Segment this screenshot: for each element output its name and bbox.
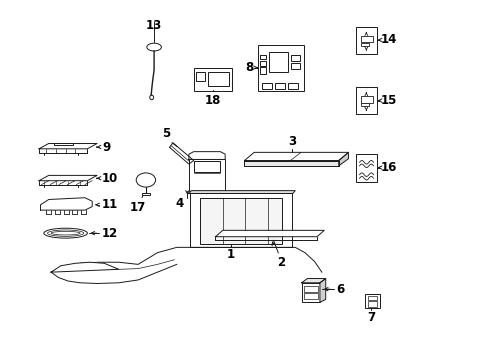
Bar [260, 61, 265, 66]
Polygon shape [188, 191, 295, 193]
Polygon shape [319, 279, 325, 302]
Text: 18: 18 [204, 94, 221, 107]
Text: 1: 1 [226, 248, 235, 261]
Bar [193, 161, 220, 172]
Ellipse shape [146, 43, 161, 51]
Text: 13: 13 [146, 19, 162, 32]
Bar [355, 154, 377, 182]
Bar [367, 296, 377, 300]
Text: 15: 15 [380, 94, 396, 107]
Polygon shape [39, 175, 97, 181]
Bar [208, 72, 228, 86]
Bar [290, 63, 299, 69]
Bar [360, 43, 368, 46]
Polygon shape [301, 279, 325, 283]
Bar [355, 87, 377, 114]
Bar [260, 55, 265, 59]
Text: 2: 2 [276, 256, 284, 269]
Polygon shape [51, 262, 119, 272]
Bar [360, 103, 368, 106]
Text: 7: 7 [366, 311, 374, 324]
Text: 10: 10 [102, 172, 118, 185]
Bar [196, 72, 204, 81]
Text: 12: 12 [102, 227, 118, 240]
Bar [367, 301, 377, 306]
Text: 4: 4 [175, 197, 183, 210]
Bar [304, 286, 317, 292]
Polygon shape [215, 230, 324, 237]
Bar [262, 83, 271, 89]
Bar [258, 45, 304, 91]
Polygon shape [338, 152, 348, 166]
Bar [190, 193, 291, 247]
Circle shape [197, 70, 203, 75]
Polygon shape [41, 198, 92, 210]
Text: 14: 14 [380, 33, 396, 46]
Bar [360, 96, 372, 103]
Bar [360, 36, 372, 42]
Bar [268, 53, 287, 72]
Bar [365, 294, 379, 308]
Bar [301, 283, 319, 302]
Polygon shape [39, 144, 97, 149]
Text: 6: 6 [336, 283, 344, 296]
Text: 9: 9 [102, 140, 110, 153]
Text: 5: 5 [162, 127, 170, 140]
Text: 3: 3 [287, 135, 295, 148]
Bar [355, 27, 377, 54]
Circle shape [136, 173, 155, 187]
Bar [188, 159, 224, 192]
Polygon shape [169, 143, 193, 164]
Bar [53, 143, 73, 145]
Circle shape [198, 174, 215, 187]
Polygon shape [244, 161, 338, 166]
Text: 17: 17 [130, 201, 146, 214]
Bar [274, 83, 284, 89]
Bar [193, 68, 232, 91]
Text: 8: 8 [244, 61, 253, 74]
Ellipse shape [44, 228, 87, 238]
Bar [260, 67, 265, 74]
Text: 11: 11 [102, 198, 118, 211]
Text: 16: 16 [380, 161, 396, 174]
Bar [304, 293, 317, 299]
Polygon shape [188, 152, 224, 159]
Bar [200, 198, 282, 244]
Bar [290, 55, 299, 61]
Ellipse shape [149, 95, 153, 100]
Bar [287, 83, 297, 89]
Polygon shape [244, 152, 348, 161]
Bar [141, 193, 150, 195]
